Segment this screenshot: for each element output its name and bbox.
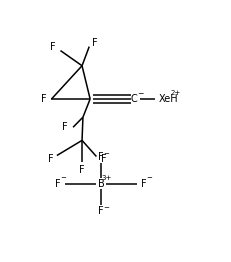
Text: F: F [50,42,56,52]
Text: XeH: XeH [158,94,177,104]
Text: −: − [103,151,108,157]
Text: F: F [100,154,106,163]
Text: F: F [98,206,103,216]
Text: −: − [103,205,108,211]
Text: F: F [48,154,53,163]
Text: F: F [140,179,146,189]
Text: F: F [91,37,97,47]
Text: −: − [136,89,143,98]
Text: −: − [60,175,66,181]
Text: F: F [41,94,47,104]
Text: B: B [97,179,104,189]
Text: F: F [79,165,85,175]
Text: F: F [98,151,103,161]
Text: 2+: 2+ [170,90,180,96]
Text: F: F [62,122,67,132]
Text: −: − [145,175,151,181]
Text: 3+: 3+ [101,175,111,181]
Text: F: F [55,179,61,189]
Text: C: C [130,94,137,104]
